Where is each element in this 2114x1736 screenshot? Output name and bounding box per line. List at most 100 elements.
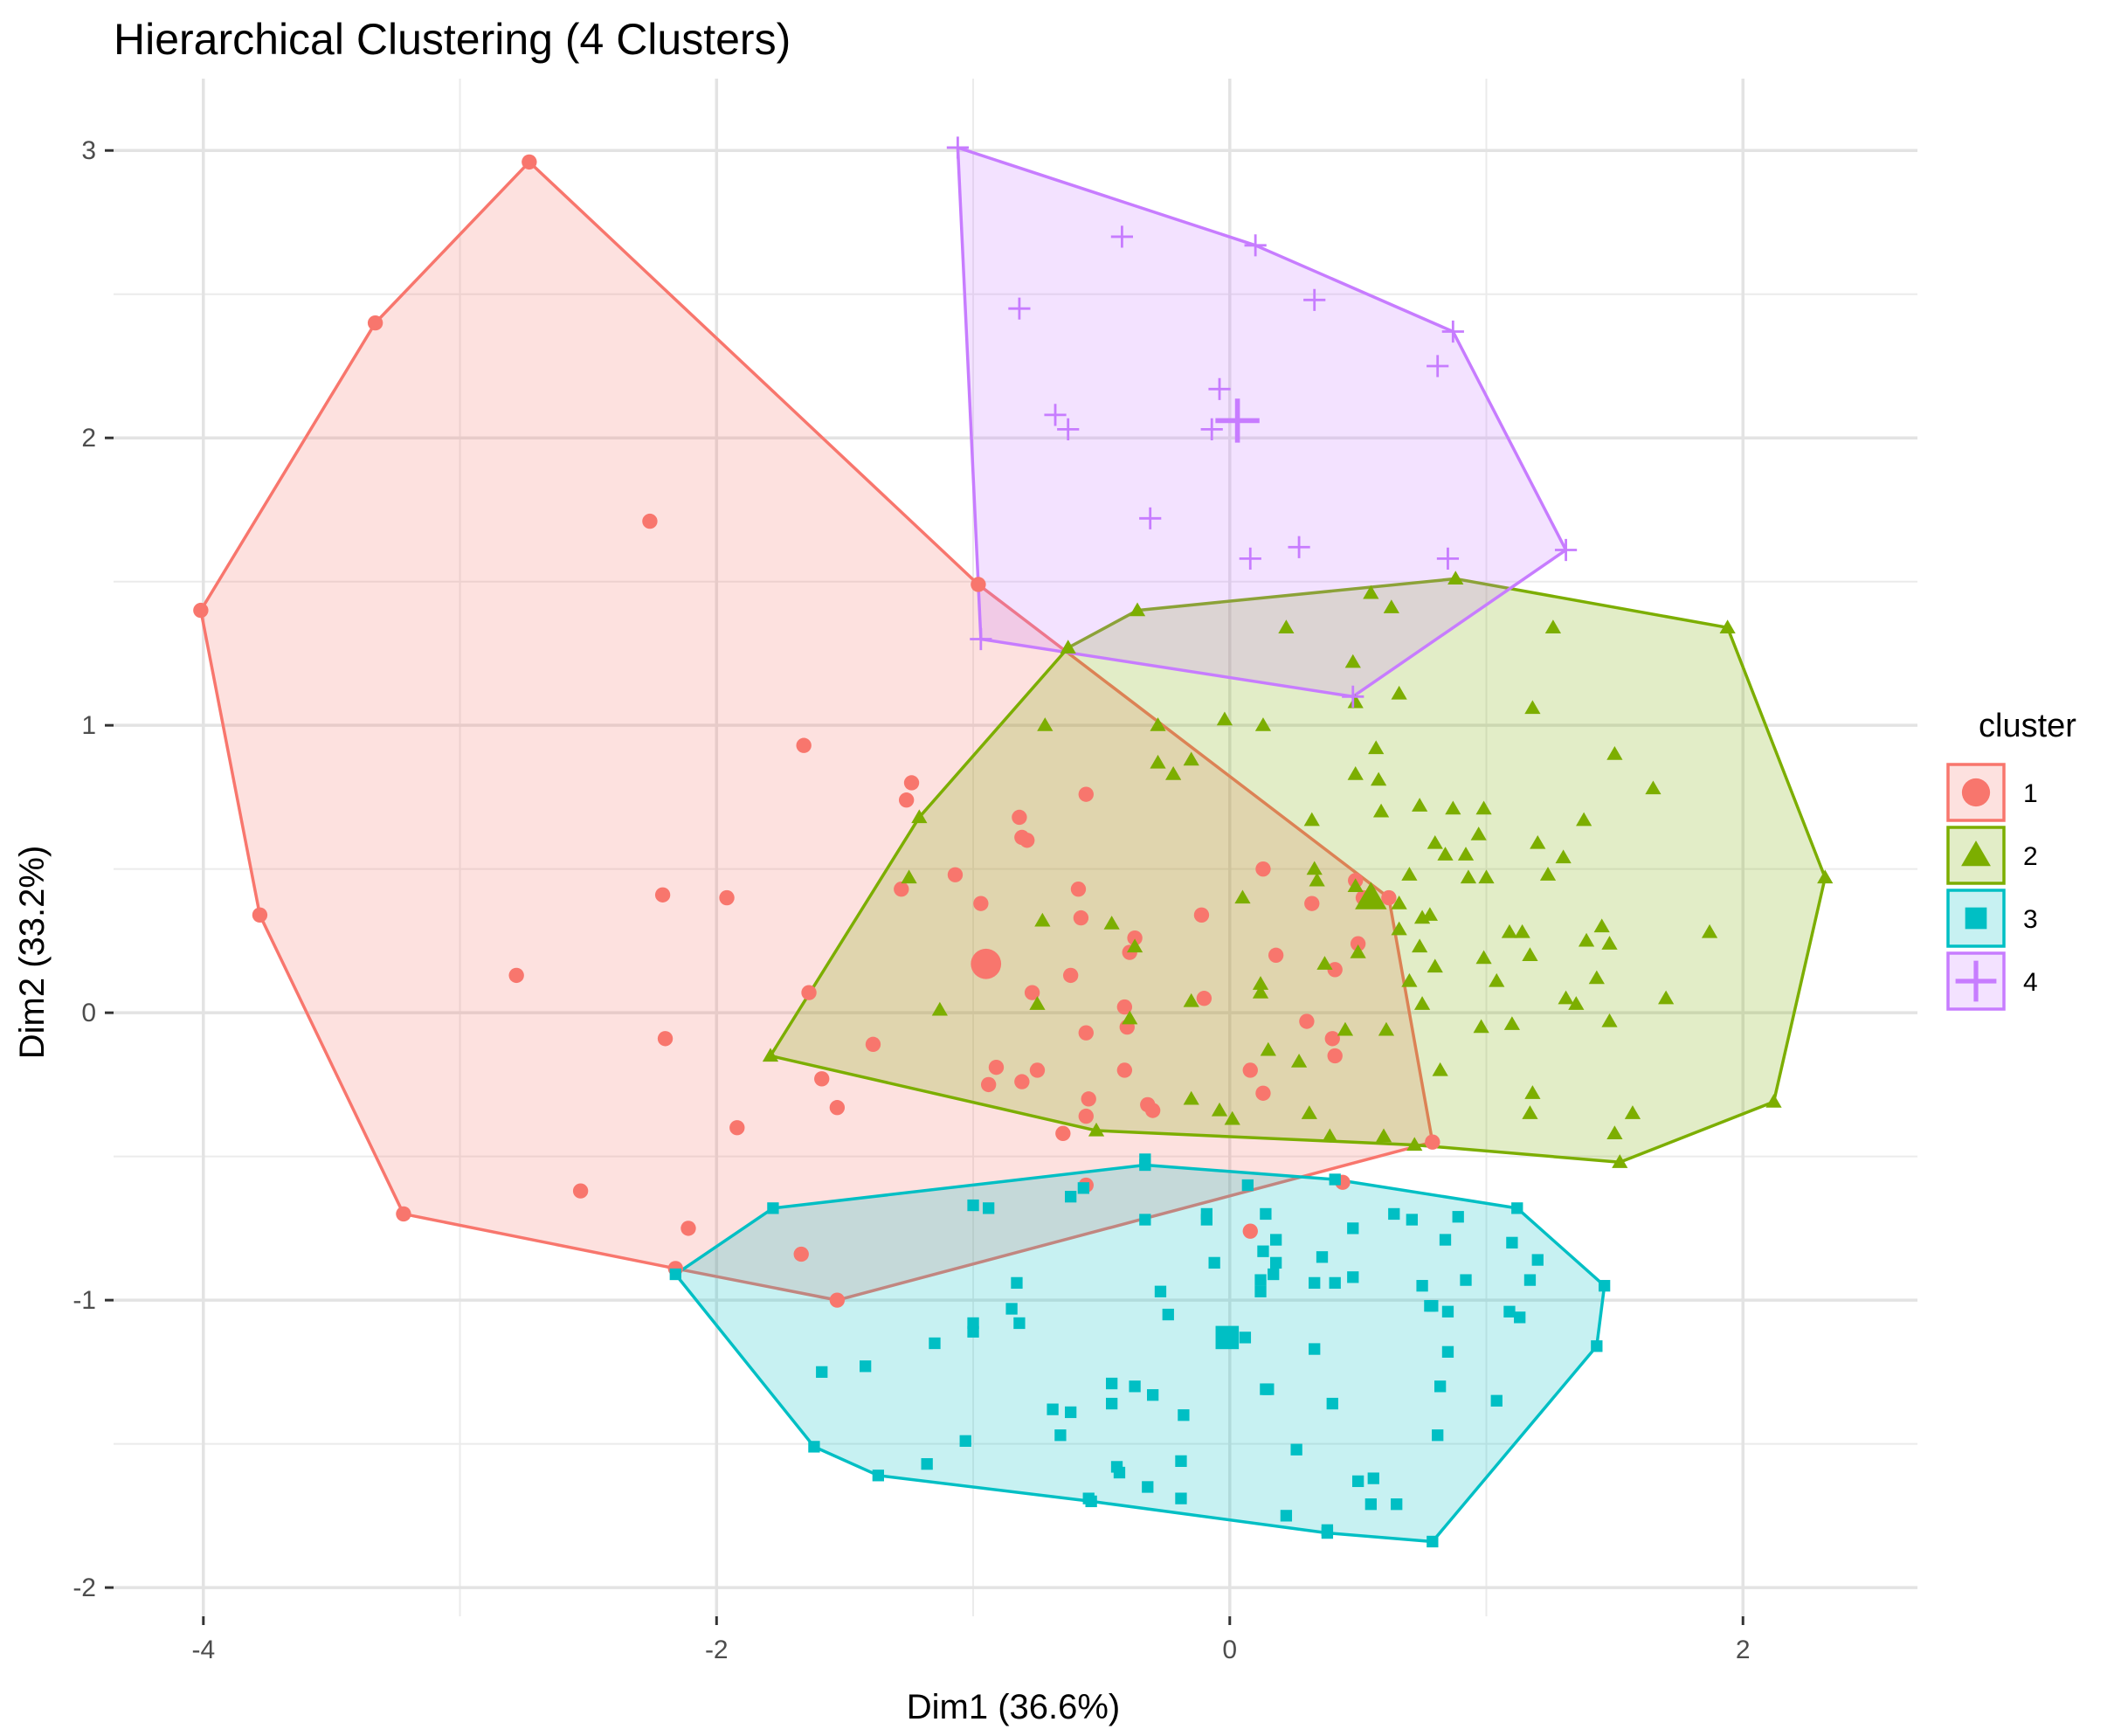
cluster-4-point [1288, 536, 1310, 558]
cluster-1-point [654, 887, 671, 903]
cluster-4-point [1303, 288, 1326, 311]
cluster-4-point [1057, 418, 1080, 440]
cluster-3-point [1329, 1276, 1341, 1290]
cluster-1-point [1242, 1062, 1258, 1078]
cluster-3-hull-point [872, 1470, 884, 1482]
cluster-2-point [1301, 1105, 1317, 1119]
cluster-1-point [508, 967, 524, 984]
cluster-3-point [1347, 1271, 1359, 1283]
cluster-1-point [1255, 1085, 1271, 1101]
cluster-2-point [1475, 950, 1492, 965]
cluster-4-point [1427, 355, 1449, 377]
cluster-1-point [1116, 1062, 1133, 1078]
cluster-1-point [1127, 930, 1143, 946]
cluster-1-point [973, 896, 989, 911]
cluster-2-point [1037, 717, 1054, 731]
cluster-2-point [1701, 923, 1718, 938]
y-tick-label: 0 [81, 999, 96, 1027]
cluster-2-point [1522, 947, 1538, 961]
cluster-3-point [1047, 1403, 1059, 1415]
cluster-4-point [1110, 225, 1133, 248]
y-tick-label: 3 [81, 136, 96, 165]
cluster-1-point [801, 985, 817, 1000]
x-tick-label: 0 [1222, 1636, 1237, 1664]
cluster-3-point [1013, 1317, 1026, 1330]
legend-label-2: 2 [2023, 842, 2038, 871]
cluster-3-point [959, 1435, 971, 1447]
cluster-3-point [929, 1337, 941, 1350]
cluster-2-point [1522, 1105, 1538, 1119]
cluster-3-point [1326, 1397, 1338, 1410]
cluster-3-point [1241, 1179, 1254, 1192]
cluster-1-point [1144, 1103, 1161, 1118]
cluster-4-point [1008, 297, 1031, 320]
cluster-2-point [1303, 812, 1320, 827]
cluster-3-point [1506, 1236, 1518, 1248]
cluster-1-point [729, 1120, 745, 1136]
cluster-2-point [1306, 861, 1323, 875]
cluster-3-point [1162, 1308, 1174, 1321]
cluster-2-point [1413, 996, 1431, 1010]
cluster-2-point [1234, 889, 1251, 904]
cluster-1-hull-point [1381, 889, 1397, 906]
x-tick-label: -4 [191, 1636, 215, 1664]
cluster-2-point [1606, 745, 1623, 760]
cluster-3-point [1432, 1429, 1444, 1442]
cluster-3-point [1142, 1481, 1154, 1493]
cluster-3-point [967, 1199, 979, 1212]
cluster-3-point [1054, 1429, 1067, 1442]
cluster-2-point [1437, 847, 1454, 861]
cluster-3-point [967, 1325, 979, 1338]
cluster-2-point [1624, 1105, 1641, 1119]
cluster-2-point [1126, 938, 1143, 953]
cluster-2-point [1150, 754, 1166, 769]
cluster-2-point [1183, 992, 1199, 1007]
cluster-3-point [1178, 1409, 1190, 1421]
cluster-3-point [1406, 1214, 1418, 1226]
cluster-1-point [1324, 1031, 1340, 1047]
cluster-1-hull-point [252, 907, 268, 923]
legend-marker-3 [1965, 907, 1987, 930]
cluster-2-point [1322, 1128, 1338, 1143]
cluster-3-point [816, 1366, 828, 1379]
cluster-1-point [1014, 1074, 1030, 1089]
cluster-1-point [980, 1076, 997, 1093]
cluster-3-point [1077, 1182, 1089, 1194]
cluster-2-point [1544, 619, 1562, 633]
cluster-3-point [983, 1202, 995, 1214]
cluster-3-point [1257, 1245, 1269, 1257]
cluster-3-point [1239, 1331, 1252, 1344]
cluster-2-point [901, 869, 917, 884]
cluster-2-point [1427, 958, 1443, 973]
cluster-3-hull-point [1085, 1495, 1097, 1508]
cluster-2-point [1103, 916, 1120, 930]
cluster-1-point [1019, 833, 1035, 848]
cluster-2-point [1475, 800, 1492, 815]
cluster-1-point [1062, 967, 1079, 984]
cluster-2-point [1122, 1010, 1138, 1025]
cluster-2-point [1368, 740, 1385, 755]
cluster-4-point [1044, 404, 1067, 426]
cluster-1-point [719, 889, 735, 906]
cluster-1-point [898, 792, 915, 808]
cluster-2-point [1165, 765, 1182, 780]
legend-marker-2 [1961, 840, 1991, 867]
cluster-1-point [988, 1059, 1005, 1075]
legend-key-3 [1946, 889, 2006, 948]
cluster-2-point [1470, 827, 1487, 840]
cluster-2-point [1530, 834, 1546, 849]
cluster-2-point [1344, 654, 1361, 668]
cluster-3-point [1531, 1254, 1544, 1266]
cluster-3-point [1280, 1510, 1293, 1522]
cluster-4-hull-point [946, 136, 970, 159]
cluster-2-point [1588, 970, 1605, 985]
cluster-3-point [1254, 1274, 1267, 1286]
legend-label-3: 3 [2023, 905, 2038, 934]
cluster-1-point [1116, 999, 1133, 1015]
cluster-4-hull-point [1342, 685, 1364, 708]
legend-marker-1 [1961, 778, 1991, 807]
cluster-2-point [1578, 932, 1595, 947]
y-axis-title: Dim2 (33.2%) [13, 846, 52, 1060]
